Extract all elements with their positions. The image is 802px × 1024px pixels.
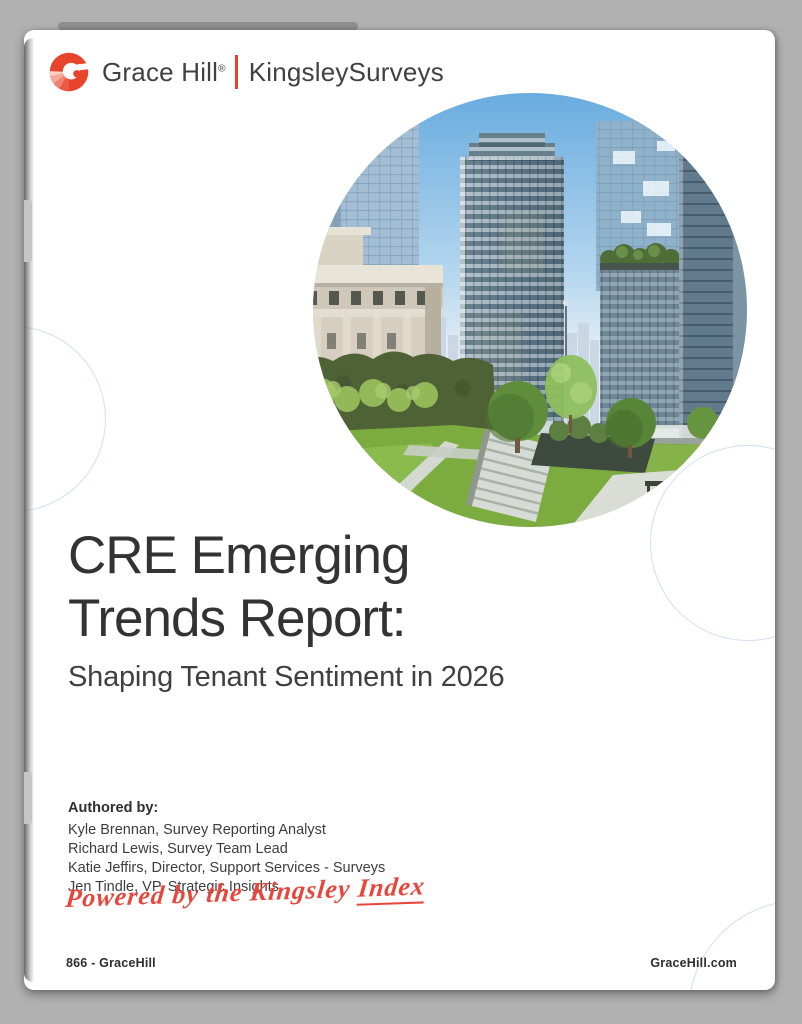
report-title-line2: Trends Report: — [68, 589, 407, 648]
authors-heading: Authored by: — [68, 800, 159, 816]
decorative-circle-left — [24, 326, 106, 512]
grace-hill-logo-icon — [48, 51, 90, 93]
registered-mark: ® — [218, 62, 226, 74]
footer-website-link[interactable]: GraceHill.com — [650, 956, 737, 970]
brand-secondary-text: KingsleySurveys — [248, 56, 444, 87]
tagline-underlined: Index — [356, 871, 427, 906]
brand-primary-text: Grace Hill® — [102, 56, 226, 87]
page-edge-notch — [24, 772, 32, 824]
author-line: Katie Jeffirs, Director, Support Service… — [68, 860, 386, 876]
author-line: Jen Tindle, VP, Strategic Insights — [68, 879, 279, 895]
page-edge-notch — [24, 200, 32, 262]
footer-phone: 866 - GraceHill — [66, 956, 156, 970]
brand-divider — [234, 55, 238, 89]
decorative-circle-bottom-right — [688, 900, 775, 990]
authors-block: Authored by: Kyle Brennan, Survey Report… — [68, 799, 385, 897]
cover-photo-circle — [313, 93, 747, 527]
brand-header: Grace Hill® KingsleySurveys — [48, 46, 444, 98]
report-title: CRE Emerging Trends Report: — [68, 524, 410, 650]
author-line: Kyle Brennan, Survey Reporting Analyst — [68, 822, 326, 838]
page-left-edge — [24, 38, 34, 982]
report-cover-page: Grace Hill® KingsleySurveys — [24, 30, 775, 990]
report-title-line1: CRE Emerging — [68, 526, 410, 585]
report-subtitle: Shaping Tenant Sentiment in 2026 — [68, 661, 505, 693]
author-line: Richard Lewis, Survey Team Lead — [68, 841, 288, 857]
back-page-edge — [58, 22, 358, 30]
